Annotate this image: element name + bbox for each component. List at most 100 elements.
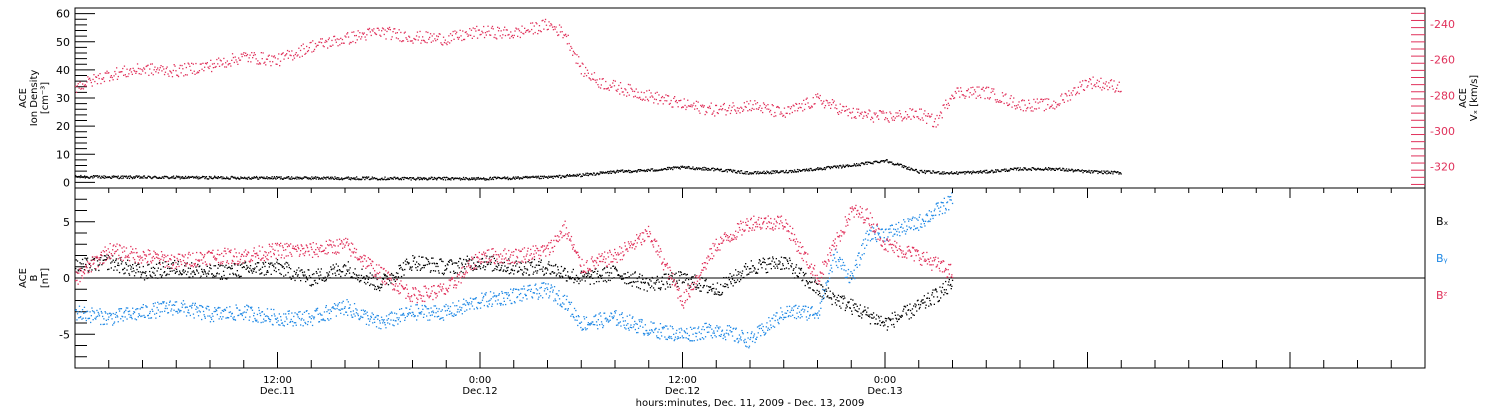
by-point (435, 305, 436, 306)
bx-point (113, 260, 114, 261)
vx-point (91, 82, 92, 83)
bx-point (263, 263, 264, 264)
density-point (355, 177, 356, 178)
by-point (461, 307, 462, 308)
vx-point (437, 39, 438, 40)
density-point (1088, 171, 1089, 172)
density-point (996, 171, 997, 172)
by-point (591, 323, 592, 324)
bx-point (459, 267, 460, 268)
vx-point (392, 36, 393, 37)
bx-point (727, 284, 728, 285)
bx-point (168, 274, 169, 275)
bx-point (245, 262, 246, 263)
vx-point (1017, 107, 1018, 108)
density-point (325, 178, 326, 179)
vx-point (1055, 102, 1056, 103)
by-point (261, 322, 262, 323)
by-point (186, 315, 187, 316)
by-point (293, 325, 294, 326)
bx-point (498, 263, 499, 264)
bx-point (89, 267, 90, 268)
density-point (744, 173, 745, 174)
vx-point (774, 112, 775, 113)
vx-point (698, 102, 699, 103)
density-point (271, 178, 272, 179)
density-point (763, 173, 764, 174)
vx-point (633, 96, 634, 97)
bx-point (337, 270, 338, 271)
bx-point (344, 264, 345, 265)
bx-point (902, 315, 903, 316)
vx-point (861, 112, 862, 113)
density-point (471, 177, 472, 178)
vx-point (427, 32, 428, 33)
vx-point (937, 124, 938, 125)
by-point (394, 313, 395, 314)
vx-point (255, 54, 256, 55)
vx-point (882, 111, 883, 112)
by-point (213, 321, 214, 322)
bx-point (679, 275, 680, 276)
density-point (817, 167, 818, 168)
bx-point (271, 274, 272, 275)
bx-point (868, 316, 869, 317)
bx-point (152, 277, 153, 278)
bx-point (148, 264, 149, 265)
bx-point (382, 284, 383, 285)
by-point (89, 318, 90, 319)
vx-point (895, 112, 896, 113)
by-point (452, 315, 453, 316)
bx-point (457, 272, 458, 273)
vx-point (100, 83, 101, 84)
density-point (403, 179, 404, 180)
bx-point (428, 261, 429, 262)
bx-point (903, 309, 904, 310)
bx-point (533, 272, 534, 273)
bx-point (489, 256, 490, 257)
by-point (619, 314, 620, 315)
bx-point (134, 275, 135, 276)
bx-point (691, 276, 692, 277)
bx-point (334, 267, 335, 268)
by-point (393, 320, 394, 321)
by-point (570, 316, 571, 317)
vx-point (873, 121, 874, 122)
bx-point (731, 283, 732, 284)
vx-point (195, 63, 196, 64)
density-point (703, 169, 704, 170)
by-point (328, 309, 329, 310)
bx-point (923, 302, 924, 303)
vx-point (193, 64, 194, 65)
bx-point (609, 272, 610, 273)
vx-point (342, 39, 343, 40)
density-point (793, 172, 794, 173)
by-point (111, 318, 112, 319)
vx-point (875, 114, 876, 115)
by-point (258, 307, 259, 308)
by-point (372, 322, 373, 323)
vx-point (632, 91, 633, 92)
vx-point (407, 41, 408, 42)
bx-point (136, 265, 137, 266)
bx-point (336, 263, 337, 264)
vx-point (428, 39, 429, 40)
bx-point (720, 284, 721, 285)
bx-point (416, 261, 417, 262)
by-point (91, 315, 92, 316)
vx-point (181, 65, 182, 66)
bx-point (523, 274, 524, 275)
bx-point (687, 283, 688, 284)
density-point (384, 179, 385, 180)
vx-point (941, 112, 942, 113)
density-point (815, 170, 816, 171)
bx-point (765, 262, 766, 263)
density-point (195, 177, 196, 178)
by-point (279, 325, 280, 326)
vx-point (687, 100, 688, 101)
bx-point (581, 271, 582, 272)
bx-point (803, 272, 804, 273)
vx-point (309, 47, 310, 48)
bx-point (409, 262, 410, 263)
by-point (311, 318, 312, 319)
